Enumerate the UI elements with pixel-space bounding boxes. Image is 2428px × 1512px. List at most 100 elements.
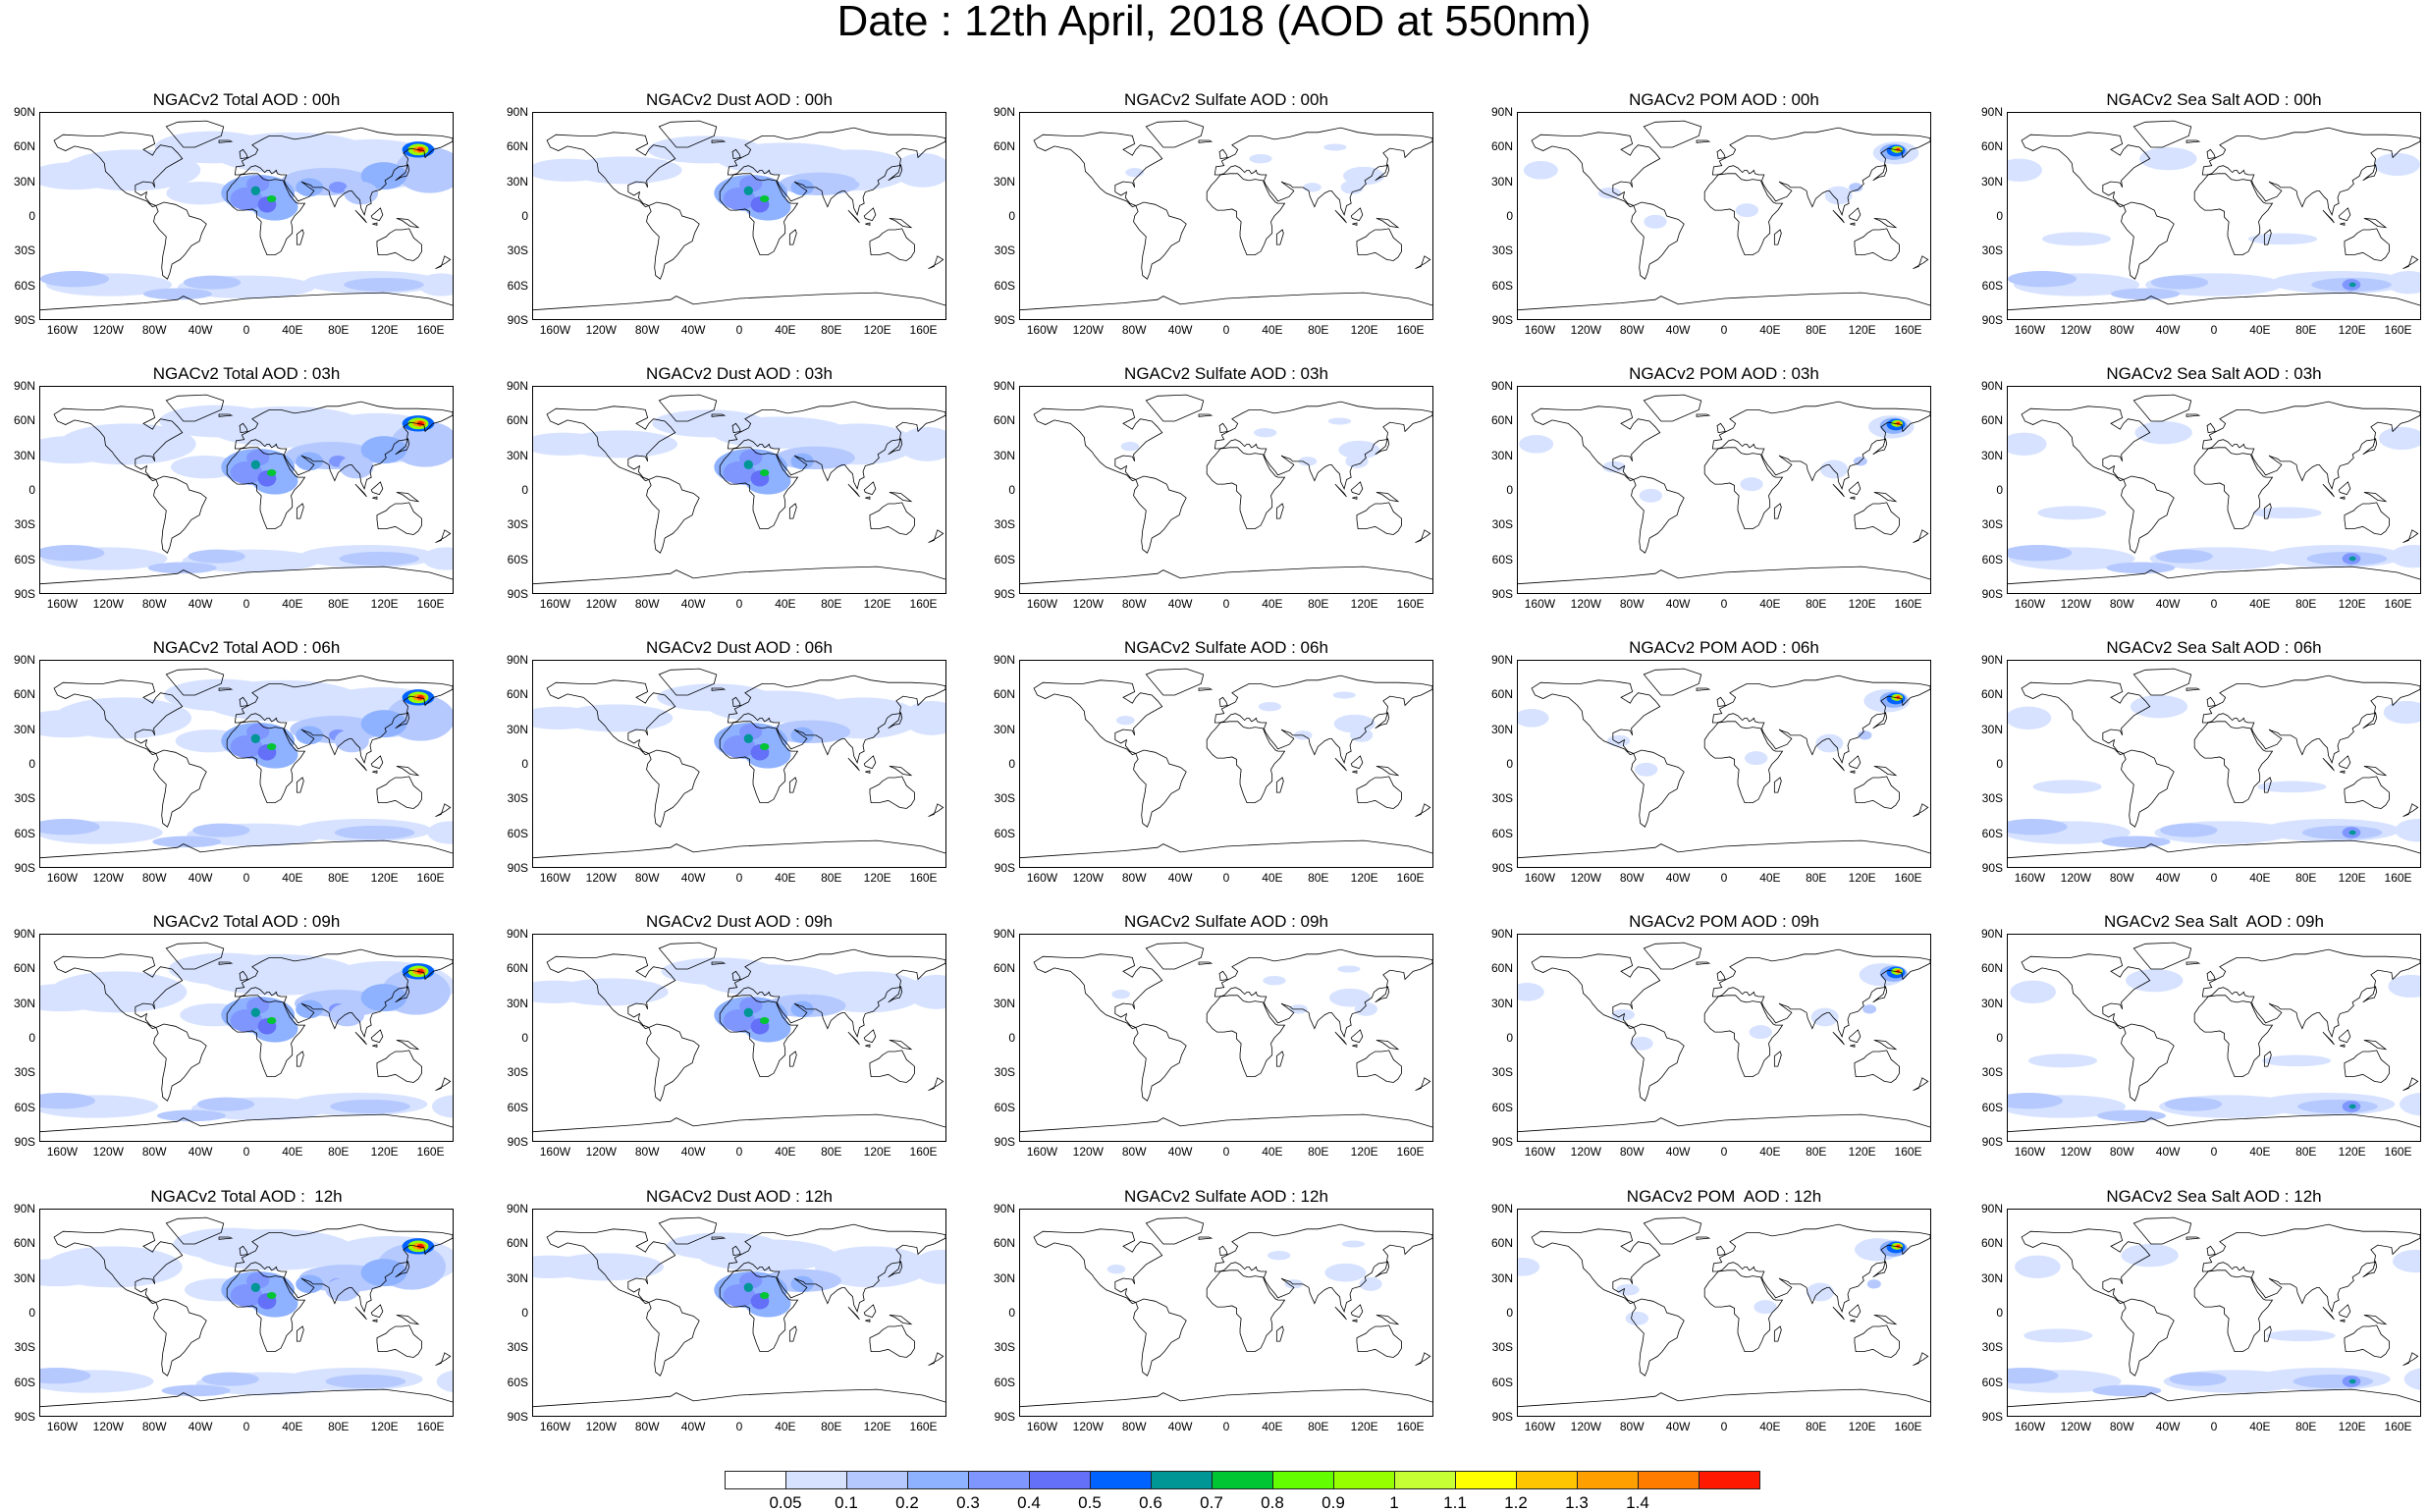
latitude-label: 30S <box>994 1340 1015 1355</box>
longitude-label: 160E <box>1894 1420 1922 1433</box>
aod-blob <box>267 195 277 202</box>
aod-blob <box>2348 282 2356 288</box>
map-panel-sulfate-4: NGACv2 Sulfate AOD : 12h 90N 60N 30N 0 30S 60S… <box>980 1187 1441 1434</box>
latitude-label: 90N <box>1490 105 1513 119</box>
aod-blob <box>858 438 904 461</box>
aod-blob <box>2008 271 2077 288</box>
latitude-label: 60S <box>1981 826 2003 840</box>
aod-shading <box>533 1232 945 1318</box>
aod-blob <box>2297 1100 2378 1113</box>
colorbar-swatch <box>1090 1471 1152 1489</box>
colorbar-label: 0.5 <box>1078 1493 1102 1512</box>
longitude-label: 160E <box>416 1420 445 1433</box>
latitude-label: 60S <box>1491 552 1513 567</box>
aod-blob <box>743 1007 753 1017</box>
colorbar-label: 1.3 <box>1565 1493 1589 1512</box>
coastline <box>1033 668 1432 828</box>
longitude-label: 40E <box>1262 323 1283 337</box>
map-panel-total-0: NGACv2 Total AOD : 00h 90N 60N 30N 0 30S 60S 90… <box>0 90 461 338</box>
aod-blob <box>1607 734 1631 747</box>
longitude-label: 120W <box>1570 1145 1601 1159</box>
antarctic-coastline <box>1020 839 1432 859</box>
aod-map-pom <box>1518 942 1930 1133</box>
latitude-label: 30N <box>13 1270 35 1285</box>
aod-blob <box>2348 1378 2356 1384</box>
longitude-label: 160W <box>539 1420 571 1433</box>
latitude-label: 0 <box>1506 1306 1513 1320</box>
longitude-label: 40W <box>1665 871 1691 885</box>
map-frame <box>1019 660 1433 868</box>
aod-map-total <box>40 1216 453 1408</box>
colorbar-label: 1 <box>1389 1493 1399 1512</box>
latitude-label: 60S <box>1491 1100 1513 1114</box>
antarctic-coastline <box>533 566 945 585</box>
aod-blob <box>533 1255 590 1278</box>
aod-blob <box>1639 488 1662 503</box>
longitude-label: 120W <box>1072 597 1104 611</box>
latitude-label: 0 <box>521 483 528 497</box>
longitude-label: 40W <box>2155 871 2181 885</box>
longitude-label: 160W <box>1524 871 1556 885</box>
longitude-label: 40W <box>680 597 706 611</box>
longitude-label: 0 <box>2210 597 2218 611</box>
aod-blob <box>2028 1053 2097 1068</box>
aod-blob <box>1815 733 1844 753</box>
aod-map-seasalt <box>2008 1216 2420 1408</box>
longitude-label: 80E <box>821 597 842 611</box>
colorbar-swatch <box>1638 1471 1700 1489</box>
latitude-label: 30N <box>1980 722 2003 736</box>
aod-map-seasalt <box>2008 120 2420 311</box>
aod-blob <box>533 980 594 1003</box>
latitude-label: 60N <box>13 1236 35 1251</box>
aod-blob <box>1323 143 1347 151</box>
aod-shading <box>1518 963 1908 1051</box>
panel-title: NGACv2 Total AOD : 03h <box>152 364 341 383</box>
aod-shading <box>1120 417 1380 468</box>
longitude-label: 0 <box>735 323 743 337</box>
aod-map-dust <box>533 394 945 585</box>
aod-map-sulfate <box>1020 394 1432 585</box>
latitude-label: 60S <box>507 1100 528 1114</box>
map-frame <box>39 1209 454 1417</box>
aod-blob <box>2010 980 2056 1003</box>
latitude-label: 30N <box>1490 996 1513 1010</box>
longitude-label: 160W <box>1524 323 1556 337</box>
longitude-label: 120E <box>1350 597 1378 611</box>
longitude-label: 160W <box>539 323 571 337</box>
panel-title: NGACv2 POM AOD : 03h <box>1629 364 1819 383</box>
colorbar-label: 0.3 <box>956 1493 980 1512</box>
map-frame <box>2007 386 2421 594</box>
latitude-label: 30S <box>14 243 35 258</box>
aod-blob <box>391 421 453 467</box>
latitude-label: 90N <box>993 1202 1015 1215</box>
aod-blob <box>395 147 453 193</box>
latitude-label: 90N <box>13 653 35 667</box>
aod-blob <box>250 1007 260 1017</box>
colorbar-swatch <box>907 1471 969 1489</box>
longitude-label: 160E <box>909 597 938 611</box>
aod-blob <box>743 1282 753 1292</box>
longitude-label: 0 <box>243 323 250 337</box>
aod-blob <box>533 432 604 456</box>
aod-blob <box>2042 232 2111 246</box>
longitude-label: 120W <box>585 1145 617 1159</box>
latitude-label: 0 <box>28 209 35 223</box>
aod-blob <box>1858 730 1872 740</box>
aod-blob <box>2400 1093 2420 1116</box>
longitude-label: 120E <box>1350 323 1378 337</box>
longitude-label: 40E <box>1759 597 1781 611</box>
aod-map-sulfate <box>1020 1216 1432 1408</box>
longitude-label: 0 <box>735 1420 743 1433</box>
latitude-label: 60S <box>1981 1375 2003 1389</box>
antarctic-coastline <box>533 1113 945 1133</box>
aod-blob <box>1120 442 1140 452</box>
latitude-label: 60N <box>993 961 1015 976</box>
aod-map-dust <box>533 668 945 859</box>
longitude-label: 120W <box>1072 1145 1104 1159</box>
coastline <box>1033 942 1432 1102</box>
latitude-label: 90S <box>1491 313 1513 327</box>
coastline <box>2021 1216 2420 1377</box>
aod-blob <box>743 733 753 743</box>
aod-blob <box>2388 974 2420 999</box>
latitude-label: 60S <box>994 1375 1015 1389</box>
